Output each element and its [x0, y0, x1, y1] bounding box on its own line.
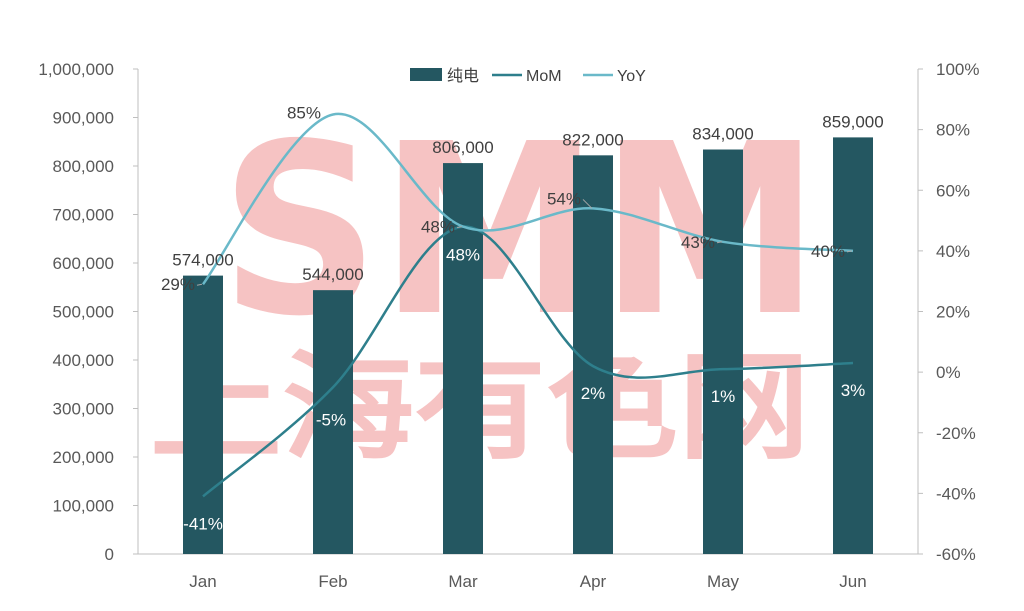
y-left-tick-label: 0 — [105, 545, 114, 564]
y-left-tick-label: 500,000 — [53, 303, 114, 322]
mom-data-label: 48% — [446, 246, 480, 265]
yoy-leader-line — [456, 226, 463, 229]
bar-data-label: 544,000 — [302, 265, 363, 284]
bar-data-label: 574,000 — [172, 251, 233, 270]
axes: 0 100,000 200,000 300,000 400,000 500,000 600,… — [38, 60, 979, 591]
y-right-tick-label: -40% — [936, 484, 976, 503]
bar — [833, 137, 873, 554]
y-right-tick-label: 100% — [936, 60, 979, 79]
y-left-tick-label: 800,000 — [53, 157, 114, 176]
legend-bar-label: 纯电 — [447, 67, 479, 85]
yoy-leader-line — [582, 199, 593, 209]
y-right-tick-label: -20% — [936, 424, 976, 443]
x-tick-label: Mar — [448, 572, 478, 591]
legend: 纯电 MoM YoY — [410, 67, 646, 85]
mom-data-label: -5% — [316, 410, 346, 429]
yoy-data-label: 29% — [161, 275, 195, 294]
yoy-data-label: 48% — [421, 218, 455, 237]
mom-data-label: -41% — [183, 514, 223, 533]
x-tick-label: Jun — [839, 572, 866, 591]
y-right-tick-label: 20% — [936, 303, 970, 322]
y-left-tick-label: 400,000 — [53, 351, 114, 370]
bar-data-label: 834,000 — [692, 125, 753, 144]
bar-data-label: 822,000 — [562, 130, 623, 149]
y-right-tick-label: -60% — [936, 545, 976, 564]
y-left-tick-label: 600,000 — [53, 254, 114, 273]
y-right-tick-label: 80% — [936, 121, 970, 140]
bar-data-label: 806,000 — [432, 138, 493, 157]
mom-data-label: 1% — [711, 387, 736, 406]
mom-data-label: 2% — [581, 384, 606, 403]
yoy-data-label: 40% — [811, 242, 845, 261]
yoy-data-label: 85% — [287, 103, 321, 122]
y-left-tick-label: 900,000 — [53, 109, 114, 128]
y-right-tick-label: 40% — [936, 242, 970, 261]
legend-bar-swatch — [410, 68, 442, 81]
data-labels: 574,000 544,000 806,000 822,000 834,000 859,0… — [161, 103, 884, 533]
x-tick-label: Feb — [318, 572, 347, 591]
yoy-leader-line — [196, 283, 203, 286]
yoy-data-label: 54% — [547, 189, 581, 208]
mom-line — [202, 225, 854, 498]
bar-data-label: 859,000 — [822, 112, 883, 131]
bar-series — [183, 137, 873, 554]
y-left-tick-label: 1,000,000 — [38, 60, 114, 79]
bar — [313, 290, 353, 554]
y-left-tick-label: 100,000 — [53, 497, 114, 516]
x-tick-label: Jan — [189, 572, 216, 591]
y-right-tick-label: 0% — [936, 363, 961, 382]
bar — [183, 275, 223, 554]
y-left-tick-label: 200,000 — [53, 448, 114, 467]
x-tick-label: Apr — [580, 572, 607, 591]
yoy-leader-line — [846, 250, 853, 253]
bar — [703, 149, 743, 554]
legend-yoy-label: YoY — [617, 68, 646, 85]
mom-data-label: 3% — [841, 381, 866, 400]
legend-mom-label: MoM — [526, 68, 562, 85]
x-tick-label: May — [707, 572, 740, 591]
y-right-tick-label: 60% — [936, 181, 970, 200]
line-series — [202, 112, 854, 498]
y-left-tick-label: 300,000 — [53, 400, 114, 419]
yoy-line — [202, 112, 854, 285]
yoy-data-label: 43% — [681, 233, 715, 252]
y-left-tick-label: 700,000 — [53, 206, 114, 225]
yoy-leader-line — [716, 241, 723, 244]
